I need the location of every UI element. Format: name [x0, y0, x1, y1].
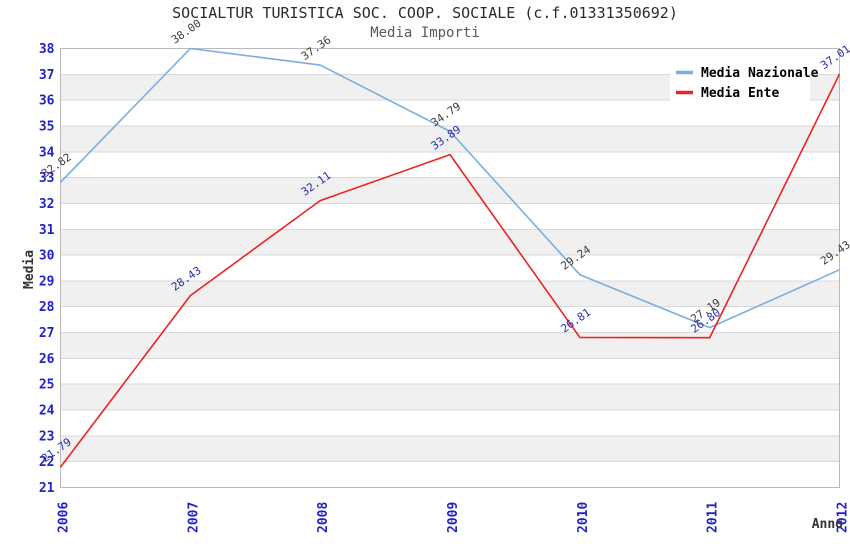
- legend-label-media-ente: Media Ente: [701, 86, 779, 101]
- y-tick-label: 26: [39, 352, 55, 367]
- plot-border-rect: [60, 48, 840, 488]
- series-lines: [59, 47, 841, 468]
- grid-band: [60, 255, 840, 281]
- y-tick-label: 35: [39, 119, 55, 134]
- y-tick-label: 36: [39, 94, 55, 109]
- y-tick-label: 29: [39, 274, 55, 289]
- y-tick-label: 21: [39, 481, 55, 496]
- grid-band: [60, 203, 840, 230]
- grid-band: [60, 125, 840, 152]
- series-line-media-ente: [59, 73, 841, 468]
- grid-band: [60, 358, 840, 385]
- grid-band: [60, 100, 840, 126]
- grid-band: [60, 229, 840, 256]
- grid-band: [60, 151, 840, 178]
- legend-label-media-nazionale: Media Nazionale: [701, 66, 819, 81]
- x-tick-label: 2008: [316, 502, 331, 533]
- grid-band: [60, 435, 840, 462]
- y-axis-title: Media: [22, 250, 37, 289]
- chart-subtitle: Media Importi: [370, 25, 480, 41]
- y-tick-label: 25: [39, 378, 55, 393]
- plot-border: [60, 48, 840, 488]
- x-axis-title: Anno: [812, 517, 843, 532]
- series-line-media-nazionale: [59, 47, 840, 329]
- chart-title: SOCIALTUR TURISTICA SOC. COOP. SOCIALE (…: [172, 4, 678, 22]
- grid-band: [60, 280, 840, 307]
- data-label-media-nazionale: 38.00: [169, 17, 204, 47]
- y-tick-label: 31: [39, 223, 55, 238]
- grid-band: [60, 410, 840, 436]
- y-tick-label: 34: [39, 145, 55, 160]
- y-tick-label: 38: [39, 42, 55, 57]
- y-tick-label: 30: [39, 249, 55, 264]
- y-tick-label: 37: [39, 68, 55, 83]
- x-tick-label: 2007: [186, 502, 201, 533]
- grid-band: [60, 384, 840, 411]
- y-tick-label: 24: [39, 404, 55, 419]
- grid-band: [60, 332, 840, 359]
- legend-box: [670, 57, 810, 104]
- grid-band: [60, 461, 840, 488]
- x-tick-label: 2011: [706, 502, 721, 533]
- y-tick-label: 27: [39, 326, 55, 341]
- x-tick-label: 2010: [576, 502, 591, 533]
- legend: Media Nazionale Media Ente: [670, 57, 819, 104]
- y-tick-label: 32: [39, 197, 55, 212]
- y-tick-label: 23: [39, 429, 55, 444]
- grid-band: [60, 177, 840, 204]
- y-tick-label: 33: [39, 171, 55, 186]
- x-tick-label: 2006: [57, 502, 72, 533]
- x-tick-label: 2009: [446, 502, 461, 533]
- grid-bands: [60, 48, 840, 488]
- axis-ticks: 21 22 23 24 25 26 27 28 29 30 31 32 33 34 35 36 37 38 2006…: [39, 42, 850, 533]
- x-tick-label: 2012: [836, 502, 850, 533]
- y-tick-label: 22: [39, 455, 55, 470]
- y-tick-label: 28: [39, 300, 55, 315]
